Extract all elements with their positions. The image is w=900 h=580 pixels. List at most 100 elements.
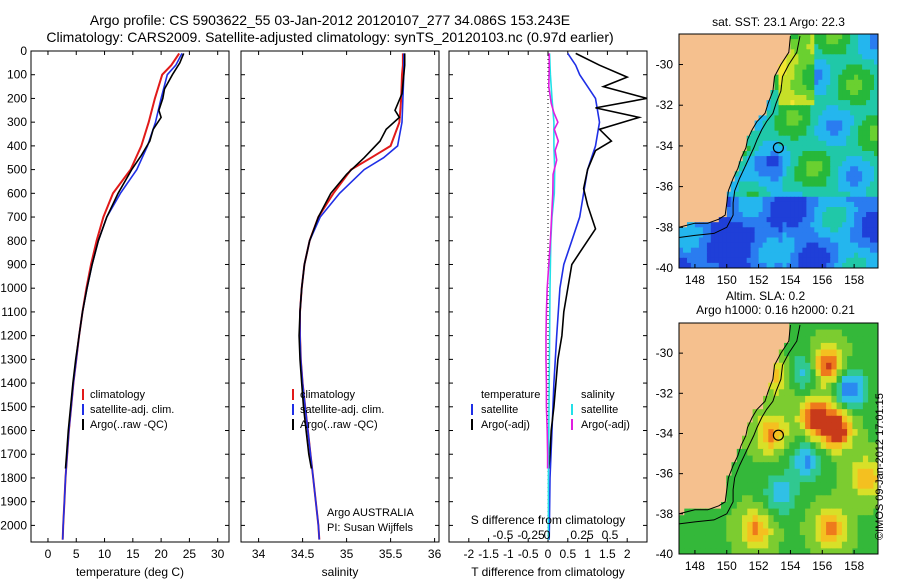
map-cell bbox=[847, 435, 853, 443]
map-cell bbox=[778, 69, 784, 76]
map-cell bbox=[773, 455, 780, 463]
map-cell bbox=[790, 49, 795, 55]
map-cell bbox=[747, 468, 754, 476]
map-cell bbox=[814, 44, 819, 50]
map-cell bbox=[806, 166, 811, 172]
map-cell bbox=[736, 495, 743, 503]
map-cell bbox=[754, 237, 760, 244]
map-cell bbox=[789, 389, 796, 397]
map-cell bbox=[836, 442, 843, 450]
map-cell bbox=[789, 502, 796, 510]
x-tick-label: 158 bbox=[844, 273, 864, 287]
map-cell bbox=[734, 232, 740, 239]
map-cell bbox=[838, 49, 843, 55]
map-cell bbox=[774, 90, 780, 96]
map-cell bbox=[778, 100, 784, 106]
map-cell bbox=[852, 442, 859, 450]
map-cell bbox=[794, 161, 799, 167]
map-cell bbox=[714, 237, 720, 244]
map-cell bbox=[834, 74, 839, 81]
map-cell bbox=[763, 488, 769, 496]
map-cell bbox=[782, 212, 788, 218]
map-cell bbox=[784, 369, 790, 377]
map-cell bbox=[778, 257, 784, 264]
map-cell bbox=[774, 84, 780, 91]
map-cell bbox=[838, 140, 843, 147]
map-cell bbox=[830, 79, 835, 86]
map-cell bbox=[746, 181, 752, 188]
map-cell bbox=[802, 84, 807, 91]
map-cell bbox=[798, 181, 803, 188]
map-cell bbox=[758, 237, 764, 244]
map-cell bbox=[774, 227, 780, 233]
map-cell bbox=[874, 135, 878, 142]
map-cell bbox=[768, 395, 775, 404]
map-cell bbox=[854, 39, 859, 45]
map-cell bbox=[798, 39, 803, 45]
map-cell bbox=[752, 495, 759, 503]
map-cell bbox=[794, 435, 801, 443]
map-cell bbox=[754, 217, 760, 223]
x-tick-label: 35.5 bbox=[379, 547, 403, 561]
map-cell bbox=[798, 74, 803, 81]
map-cell bbox=[746, 166, 752, 172]
map-cell bbox=[789, 468, 796, 476]
map-cell bbox=[698, 247, 704, 254]
map-cell bbox=[854, 59, 859, 66]
map-cell bbox=[866, 181, 871, 188]
map-cell bbox=[798, 207, 803, 213]
map-cell bbox=[694, 242, 700, 249]
map-cell bbox=[830, 196, 835, 203]
map-cell bbox=[754, 161, 760, 167]
map-cell bbox=[874, 115, 878, 122]
map-cell bbox=[763, 435, 769, 443]
map-cell bbox=[784, 442, 790, 450]
map-cell bbox=[784, 488, 790, 496]
map-cell bbox=[862, 402, 869, 410]
map-cell bbox=[752, 528, 759, 536]
map-cell bbox=[830, 262, 835, 268]
map-cell bbox=[790, 262, 795, 268]
map-cell bbox=[790, 176, 795, 183]
map-cell bbox=[762, 222, 768, 228]
map-cell bbox=[826, 247, 831, 254]
map-cell bbox=[766, 196, 772, 203]
map-cell bbox=[815, 502, 822, 510]
map-cell bbox=[838, 171, 843, 177]
map-cell bbox=[874, 145, 878, 152]
map-cell bbox=[794, 196, 799, 203]
map-cell bbox=[836, 362, 843, 370]
map-cell bbox=[850, 54, 855, 60]
map-cell bbox=[806, 74, 811, 81]
map-cell bbox=[818, 166, 823, 172]
map-cell bbox=[862, 376, 869, 384]
map-cell bbox=[763, 455, 769, 463]
map-cell bbox=[798, 120, 803, 127]
map-cell bbox=[814, 227, 819, 233]
map-cell bbox=[841, 382, 848, 390]
map-cell bbox=[873, 422, 878, 430]
map-cell bbox=[862, 541, 869, 549]
map-cell bbox=[847, 415, 853, 423]
map-cell bbox=[873, 349, 878, 357]
map-cell bbox=[784, 535, 790, 543]
map-cell bbox=[790, 201, 795, 208]
map-cell bbox=[782, 252, 788, 259]
map-cell bbox=[757, 521, 764, 530]
map-cell bbox=[870, 191, 875, 198]
map-cell bbox=[731, 482, 738, 490]
map-cell bbox=[862, 515, 869, 523]
map-cell bbox=[870, 222, 875, 228]
map-cell bbox=[862, 161, 867, 167]
map-cell bbox=[773, 482, 780, 490]
map-cell bbox=[778, 521, 785, 530]
map-cell bbox=[736, 548, 743, 554]
map-cell bbox=[854, 161, 859, 167]
map-cell bbox=[841, 389, 848, 397]
map-cell bbox=[810, 257, 815, 264]
map-cell bbox=[757, 448, 764, 457]
map-cell bbox=[742, 448, 748, 457]
map-cell bbox=[802, 105, 807, 111]
map-cell bbox=[754, 135, 760, 142]
map-cell bbox=[802, 191, 807, 198]
